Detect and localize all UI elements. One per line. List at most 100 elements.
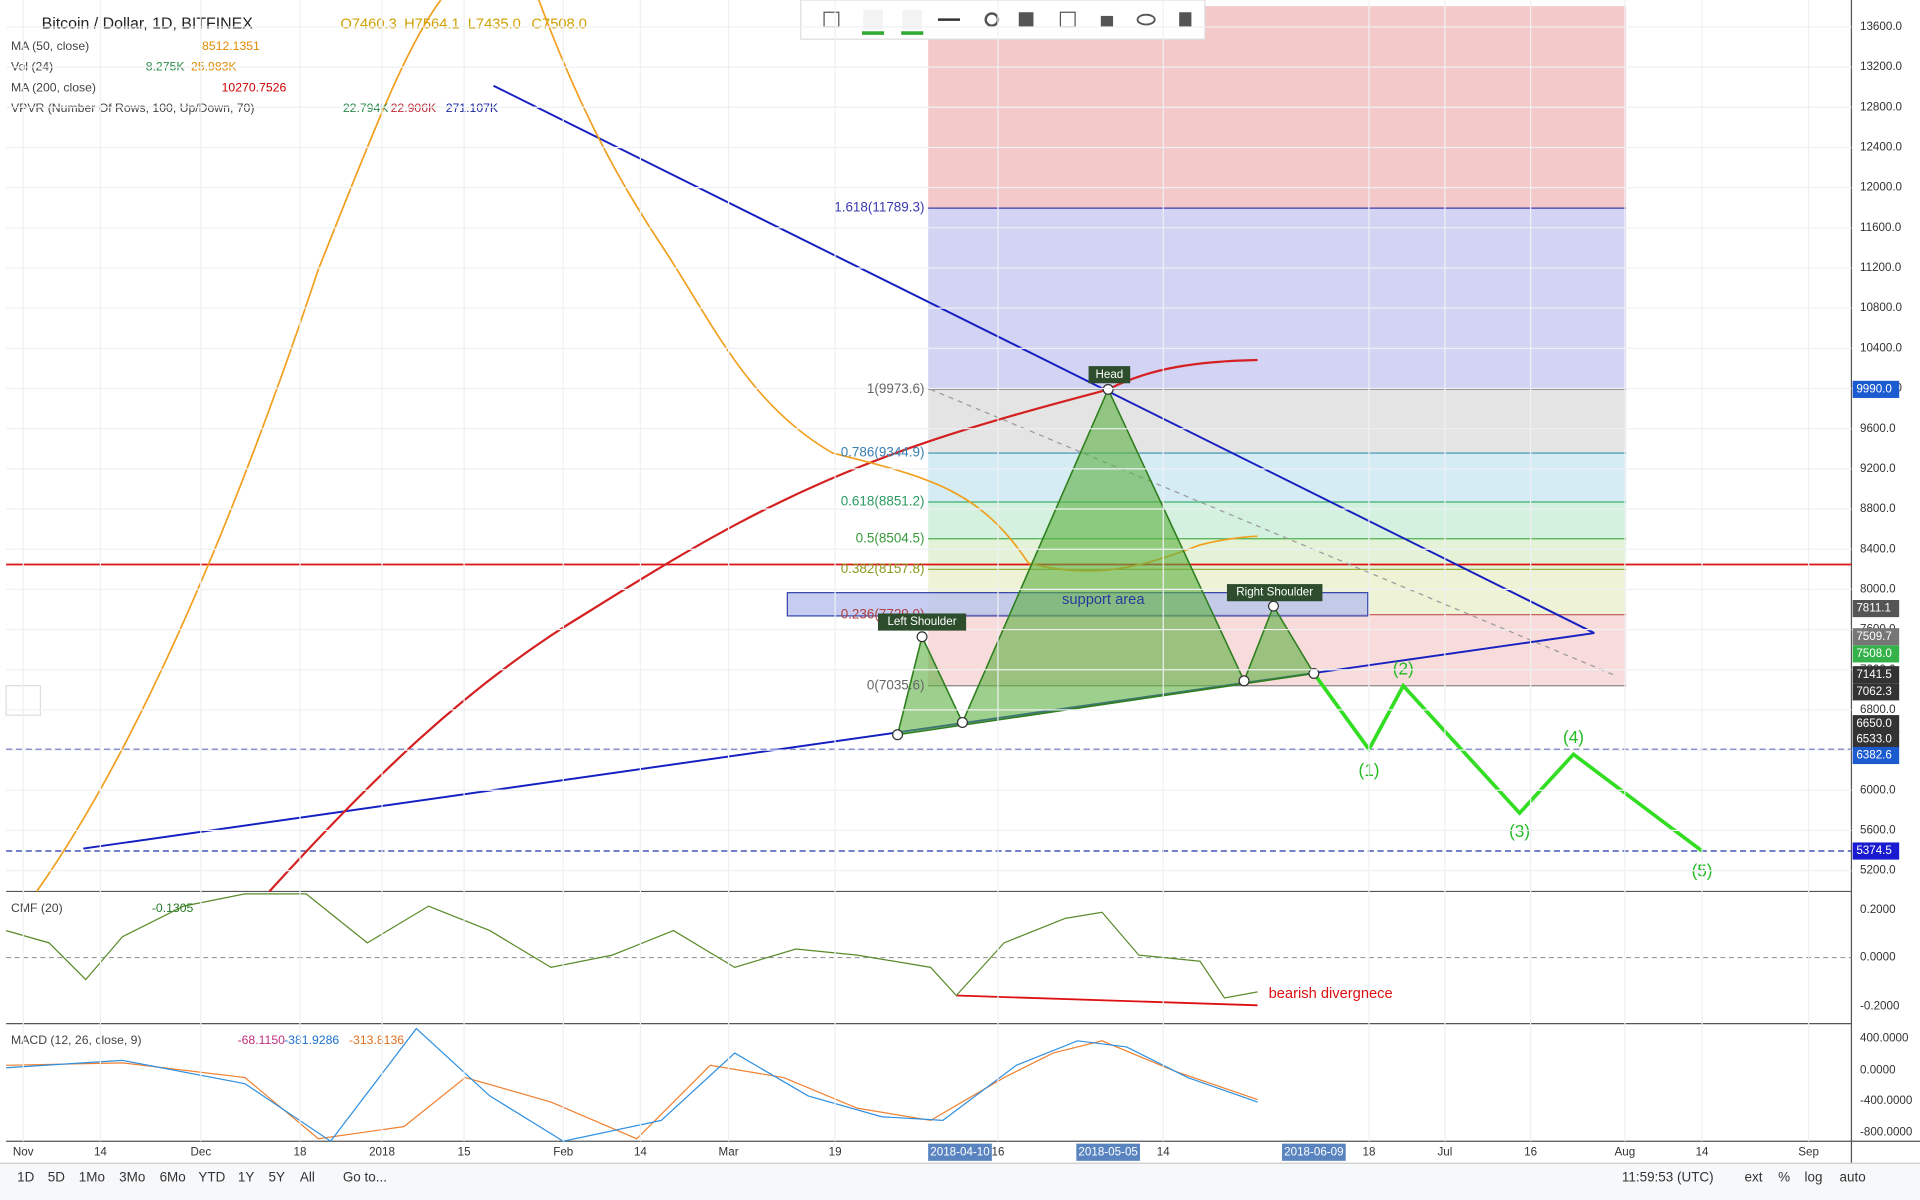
time-tick-label: 16 bbox=[1524, 1145, 1537, 1158]
price-marker: 6533.0 bbox=[1856, 733, 1892, 746]
indicator-name: MA (50, close) bbox=[11, 39, 89, 53]
price-marker: 5374.5 bbox=[1856, 844, 1892, 857]
ohlc-value: O7460.3 bbox=[340, 16, 396, 32]
time-tick-label: 15 bbox=[458, 1145, 471, 1158]
price-marker-bg bbox=[1852, 645, 1900, 663]
status-item[interactable]: log bbox=[1804, 1170, 1822, 1185]
time-marker-bg bbox=[928, 1143, 992, 1161]
price-tick-label: 12000.0 bbox=[1860, 181, 1903, 194]
time-tick-label: Sep bbox=[1798, 1145, 1819, 1158]
time-tick-label: 18 bbox=[294, 1145, 307, 1158]
time-tick-label: Mar bbox=[719, 1145, 739, 1158]
ohlc-value: H7564.1 bbox=[404, 16, 460, 32]
macd-value: -381.9286 bbox=[284, 1033, 339, 1047]
indicator-name: VPVR (Number Of Rows, 100, Up/Down, 70) bbox=[11, 101, 254, 115]
price-tick-label: 11600.0 bbox=[1860, 221, 1902, 234]
price-tick-label: 8000.0 bbox=[1860, 582, 1896, 595]
toolbar-button[interactable] bbox=[1100, 15, 1114, 27]
price-marker-bg bbox=[1852, 628, 1900, 646]
status-item[interactable]: auto bbox=[1840, 1170, 1866, 1185]
macd-tick-label: 400.0000 bbox=[1860, 1031, 1909, 1044]
toolbar-button[interactable] bbox=[863, 9, 883, 30]
price-marker-bg bbox=[1852, 666, 1900, 684]
range-button[interactable]: 1D bbox=[17, 1170, 34, 1185]
ohlc-value: L7435.0 bbox=[468, 16, 521, 32]
time-tick-label: 19 bbox=[829, 1145, 842, 1158]
range-button[interactable]: YTD bbox=[198, 1170, 225, 1185]
range-button[interactable]: 5Y bbox=[269, 1170, 285, 1185]
time-tick-label: Jul bbox=[1437, 1145, 1452, 1158]
indicator-value: 271.107K bbox=[446, 101, 499, 115]
range-button[interactable]: 5D bbox=[48, 1170, 65, 1185]
price-marker-bg bbox=[1852, 600, 1900, 618]
wave-label: (3) bbox=[1509, 821, 1530, 841]
price-marker: 7509.7 bbox=[1856, 630, 1892, 643]
cmf-value: -0.1305 bbox=[152, 901, 194, 915]
price-tick-label: 9600.0 bbox=[1860, 422, 1896, 435]
price-tick-label: 12400.0 bbox=[1860, 141, 1903, 154]
price-tick-label: 13200.0 bbox=[1860, 60, 1903, 73]
range-button[interactable]: Go to... bbox=[343, 1170, 387, 1185]
status-item[interactable]: % bbox=[1778, 1170, 1790, 1185]
fib-level-label: 0.618(8851.2) bbox=[841, 494, 925, 509]
price-tick-label: 13600.0 bbox=[1860, 20, 1903, 33]
pattern-label-bg bbox=[877, 613, 967, 631]
price-tick-label: 10800.0 bbox=[1860, 301, 1903, 314]
status-item[interactable]: ext bbox=[1744, 1170, 1762, 1185]
cmf-tick-label: -0.2000 bbox=[1860, 1000, 1900, 1013]
toolbar-button[interactable] bbox=[1018, 12, 1034, 27]
price-marker-bg bbox=[1852, 746, 1900, 765]
range-button[interactable]: 6Mo bbox=[160, 1170, 186, 1185]
price-tick-label: 5600.0 bbox=[1860, 824, 1896, 837]
pane-borders bbox=[6, 0, 1920, 1164]
range-button[interactable]: All bbox=[300, 1170, 315, 1185]
range-button[interactable]: 3Mo bbox=[119, 1170, 145, 1185]
price-marker: 6382.6 bbox=[1856, 749, 1892, 762]
bottom-bar bbox=[0, 1163, 1920, 1200]
ohlc-value: C7508.0 bbox=[531, 16, 587, 32]
fib-level-label: 1.618(11789.3) bbox=[834, 200, 924, 215]
price-tick-label: 8400.0 bbox=[1860, 542, 1896, 555]
fib-level-label: 1(9973.6) bbox=[867, 381, 925, 396]
price-tick-label: 8800.0 bbox=[1860, 502, 1896, 515]
time-tick-label: 14 bbox=[1157, 1145, 1170, 1158]
cmf-tick-label: 0.0000 bbox=[1860, 951, 1896, 964]
cmf-name: CMF (20) bbox=[11, 901, 63, 915]
fib-level-label: 0.5(8504.5) bbox=[856, 530, 925, 545]
macd-name: MACD (12, 26, close, 9) bbox=[11, 1033, 142, 1047]
pattern-label: Right Shoulder bbox=[1236, 586, 1313, 599]
macd-tick-label: 0.0000 bbox=[1860, 1063, 1896, 1076]
time-tick-label: 18 bbox=[1363, 1145, 1376, 1158]
price-marker: 7062.3 bbox=[1856, 685, 1892, 698]
macd-value: -313.8136 bbox=[349, 1033, 404, 1047]
time-tick-label: 16 bbox=[991, 1145, 1004, 1158]
price-tick-label: 9200.0 bbox=[1860, 462, 1896, 475]
indicator-value: 10270.7526 bbox=[222, 80, 287, 94]
price-marker-bg bbox=[1852, 731, 1900, 749]
price-marker: 6650.0 bbox=[1856, 717, 1892, 730]
price-tick-label: 5200.0 bbox=[1860, 864, 1896, 877]
toolbar-button[interactable] bbox=[1136, 13, 1156, 26]
indicator-value: 22.906K bbox=[391, 101, 437, 115]
macd-tick-label: -800.0000 bbox=[1860, 1126, 1913, 1139]
price-marker: 7141.5 bbox=[1856, 668, 1892, 681]
time-tick-label: Aug bbox=[1615, 1145, 1636, 1158]
price-marker-bg bbox=[1852, 715, 1900, 733]
macd-tick-label: -400.0000 bbox=[1860, 1094, 1913, 1107]
price-marker-bg bbox=[1852, 842, 1900, 860]
wave-label: (2) bbox=[1393, 658, 1414, 678]
price-marker-bg bbox=[1852, 683, 1900, 701]
toolbar-button[interactable] bbox=[902, 9, 923, 30]
toolbar-button[interactable] bbox=[1179, 12, 1192, 27]
price-tick-label: 6800.0 bbox=[1860, 703, 1896, 716]
time-tick-label: 14 bbox=[1696, 1145, 1709, 1158]
range-button[interactable]: 1Mo bbox=[79, 1170, 105, 1185]
range-button[interactable]: 1Y bbox=[238, 1170, 254, 1185]
price-tick-label: 11200.0 bbox=[1860, 261, 1902, 274]
time-tick-label: Feb bbox=[553, 1145, 573, 1158]
support-label: support area bbox=[1062, 592, 1145, 608]
price-marker-bg bbox=[1852, 380, 1900, 398]
price-marker: 7508.0 bbox=[1856, 647, 1892, 660]
indicator-value: 8512.1351 bbox=[202, 39, 260, 53]
